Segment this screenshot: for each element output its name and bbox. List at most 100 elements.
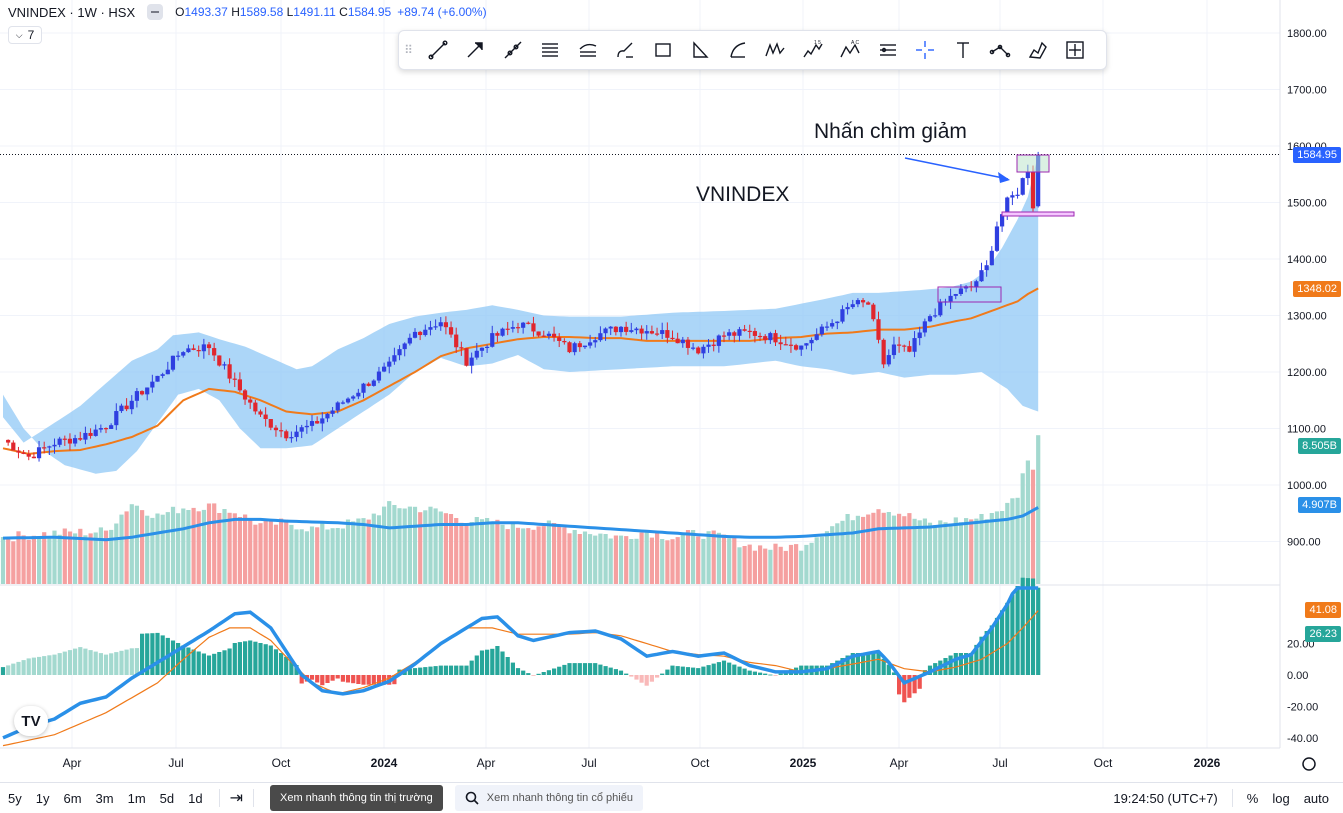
macd-histogram-bar — [42, 656, 47, 675]
volume-bar — [315, 527, 320, 584]
annotation-title[interactable]: VNINDEX — [696, 183, 790, 206]
candle — [835, 321, 840, 330]
macd-histogram-bar — [433, 666, 438, 675]
indicator-count-toggle[interactable]: ⌵ 7 — [8, 26, 42, 44]
percent-toggle[interactable]: % — [1246, 790, 1259, 806]
volume-bar — [145, 515, 150, 584]
long-position-tool[interactable] — [869, 31, 907, 69]
candle — [335, 401, 340, 414]
volume-bar — [804, 544, 809, 584]
macd-histogram-bar — [866, 653, 871, 675]
candle — [567, 341, 572, 354]
chart-canvas[interactable]: 1800.001700.001600.001500.001400.001300.… — [0, 0, 1343, 782]
text-tool[interactable] — [944, 31, 982, 69]
xabcd-pattern-tool[interactable] — [757, 31, 795, 69]
candle — [150, 374, 155, 393]
range-5y[interactable]: 5y — [8, 790, 22, 806]
candle — [73, 434, 78, 447]
macd-histogram-bar — [16, 661, 21, 675]
volume-bar — [67, 531, 73, 584]
arrow-tool[interactable] — [457, 31, 495, 69]
volume-ma-tag: 4.907B — [1298, 497, 1341, 513]
stock-overview-button[interactable]: Xem nhanh thông tin cổ phiếu — [454, 785, 643, 811]
symbol-title[interactable]: VNINDEX · 1W · HSX — [8, 4, 136, 20]
drag-handle-icon[interactable]: ⠿ — [404, 43, 414, 57]
candle — [371, 379, 376, 387]
volume-bar — [279, 518, 284, 584]
log-toggle[interactable]: log — [1272, 790, 1290, 806]
volume-bar — [989, 513, 994, 584]
candle — [361, 382, 366, 399]
range-5d[interactable]: 5d — [159, 790, 175, 806]
cross-line-tool[interactable] — [907, 31, 945, 69]
triangle-tool[interactable] — [682, 31, 720, 69]
macd-tick: 0.00 — [1287, 670, 1308, 682]
macd-histogram-bar — [567, 663, 572, 675]
volume-bar — [376, 515, 382, 584]
volume-bar — [917, 520, 922, 584]
volume-bar — [629, 539, 634, 584]
clock-timezone[interactable]: 19:24:50 (UTC+7) — [1113, 790, 1218, 806]
candle — [320, 412, 325, 432]
volume-bar — [196, 511, 201, 584]
volume-bar — [474, 517, 479, 584]
macd-histogram-bar — [778, 673, 783, 675]
polyline-tool[interactable] — [982, 31, 1020, 69]
candle — [93, 424, 98, 437]
volume-bar — [752, 550, 757, 584]
macd-histogram-bar — [459, 665, 464, 675]
macd-histogram-bar — [356, 675, 361, 684]
brush-icon — [617, 42, 634, 58]
goto-date-icon[interactable]: ⇥ — [229, 790, 243, 807]
macd-histogram-bar — [485, 649, 490, 675]
ray-tool[interactable] — [494, 31, 532, 69]
range-1m[interactable]: 1m — [127, 790, 146, 806]
candle — [217, 355, 222, 367]
candle — [984, 260, 989, 277]
volume-bar — [608, 538, 613, 584]
candle — [165, 361, 170, 375]
macd-histogram-bar — [737, 666, 742, 675]
macd-histogram-bar — [546, 670, 551, 675]
elliott-wave-12345-tool[interactable]: 1 5 — [794, 31, 832, 69]
range-1d[interactable]: 1d — [188, 790, 203, 806]
candle — [711, 338, 716, 352]
parallel-channel-tool[interactable] — [532, 31, 570, 69]
volume-bar — [140, 510, 145, 584]
macd-histogram-bar — [902, 675, 907, 703]
visibility-toggle-icon[interactable] — [147, 4, 164, 20]
macd-histogram-bar — [768, 674, 773, 676]
candle — [47, 445, 52, 456]
path-tool[interactable] — [719, 31, 757, 69]
brush-tool[interactable] — [607, 31, 645, 69]
volume-bar — [634, 538, 639, 584]
macd-histogram-bar — [212, 653, 217, 675]
tradingview-logo-icon[interactable]: TV — [14, 706, 48, 736]
macd-histogram-bar — [52, 654, 57, 675]
regression-trend-tool[interactable] — [569, 31, 607, 69]
auto-toggle[interactable]: auto — [1303, 790, 1329, 806]
candle — [242, 388, 248, 405]
candle — [794, 343, 799, 351]
elliott-wave-abc-tool[interactable]: A C — [832, 31, 870, 69]
candle — [618, 325, 624, 337]
annotation-note[interactable]: Nhấn chìm giảm — [814, 120, 967, 143]
volume-bar — [603, 534, 608, 584]
volume-bar — [289, 524, 294, 584]
settings-gear-icon[interactable] — [1302, 757, 1316, 771]
range-1y[interactable]: 1y — [35, 790, 50, 806]
candle — [402, 342, 407, 357]
measure-tool[interactable] — [1057, 31, 1095, 69]
macd-histogram-bar — [37, 656, 42, 675]
range-6m[interactable]: 6m — [63, 790, 82, 806]
rectangle-tool[interactable] — [644, 31, 682, 69]
range-3m[interactable]: 3m — [95, 790, 114, 806]
candle — [907, 340, 912, 353]
head-shoulders-tool[interactable] — [1019, 31, 1057, 69]
market-overview-button[interactable]: Xem nhanh thông tin thị trường — [270, 785, 443, 811]
candle — [603, 327, 608, 341]
long-position-icon — [879, 44, 896, 56]
trend-line-tool[interactable] — [419, 31, 457, 69]
trend-line-icon — [428, 40, 448, 60]
macd-histogram-bar — [1036, 587, 1041, 675]
